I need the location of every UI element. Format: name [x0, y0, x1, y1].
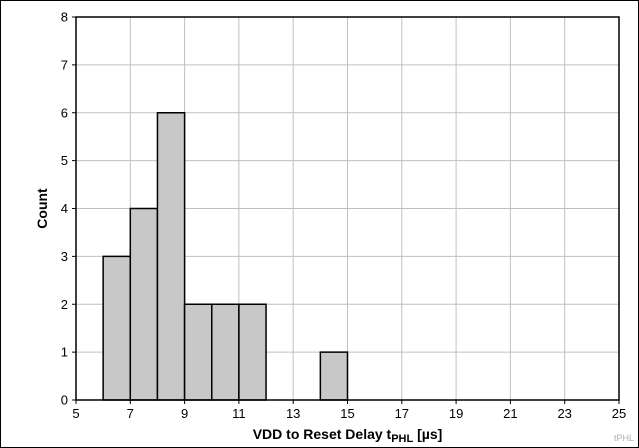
x-tick-label: 23 — [557, 406, 571, 421]
histogram-bar — [102, 255, 132, 401]
y-tick-label: 3 — [61, 249, 68, 264]
y-tick-label: 1 — [61, 345, 68, 360]
histogram-bar — [319, 351, 349, 401]
x-tick-label: 9 — [181, 406, 188, 421]
y-tick-label: 5 — [61, 153, 68, 168]
histogram-bar — [129, 207, 159, 401]
y-tick-label: 4 — [61, 201, 68, 216]
histogram-bar — [156, 112, 186, 401]
x-tick-label: 15 — [340, 406, 354, 421]
histogram-bar — [211, 303, 240, 401]
x-axis-title: VDD to Reset Delay tPHL [µs] — [253, 426, 443, 445]
x-axis-title-main: VDD to Reset Delay t — [253, 426, 392, 442]
x-tick-label: 17 — [395, 406, 409, 421]
x-tick-label: 25 — [612, 406, 626, 421]
histogram-bars — [102, 112, 349, 401]
histogram-bar — [238, 303, 267, 401]
y-axis-ticks: 0 1 2 3 4 5 6 7 8 — [61, 10, 76, 408]
y-tick-label: 7 — [61, 57, 68, 72]
y-tick-label: 8 — [61, 10, 68, 25]
y-tick-label: 0 — [61, 393, 68, 408]
x-tick-label: 19 — [449, 406, 463, 421]
y-tick-label: 6 — [61, 105, 68, 120]
x-axis-ticks: 5 7 9 11 13 15 17 19 21 23 25 — [72, 400, 626, 421]
x-tick-label: 13 — [286, 406, 300, 421]
x-tick-label: 21 — [503, 406, 517, 421]
x-tick-label: 11 — [232, 406, 246, 421]
x-tick-label: 7 — [127, 406, 134, 421]
x-axis-title-subscript: PHL — [391, 433, 413, 445]
x-axis-title-suffix: [µs] — [413, 426, 442, 442]
x-tick-label: 5 — [72, 406, 79, 421]
watermark-label: tPHL — [614, 433, 634, 443]
y-axis-title: Count — [34, 188, 50, 229]
y-tick-label: 2 — [61, 297, 68, 312]
histogram-bar — [183, 303, 213, 401]
